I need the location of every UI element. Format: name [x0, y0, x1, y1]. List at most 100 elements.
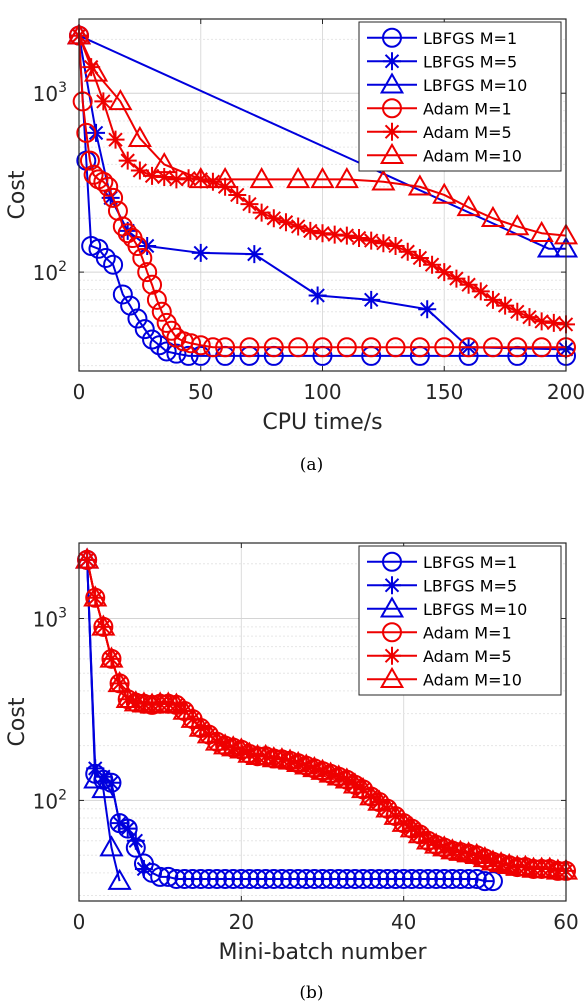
data-point	[289, 217, 308, 236]
data-point	[98, 176, 119, 197]
data-point	[249, 166, 274, 189]
data-point	[456, 195, 481, 217]
data-point	[112, 284, 133, 305]
legend-entry: LBFGS M=5	[367, 576, 517, 595]
data-point	[513, 854, 538, 876]
chart-panel-a: 0 50 100 150 200 102 103 CPU time/s Cost LBFGS M=…	[5, 18, 585, 435]
data-point	[450, 868, 471, 889]
data-point	[269, 747, 294, 769]
data-point	[263, 337, 284, 358]
data-point	[529, 220, 554, 242]
data-point	[344, 868, 365, 889]
data-point	[134, 319, 155, 340]
y-tick-label: 102	[33, 787, 67, 813]
legend-marker	[379, 72, 405, 94]
data-point	[190, 868, 211, 889]
data-point	[385, 337, 406, 358]
data-point	[325, 225, 344, 244]
data-point	[83, 60, 109, 82]
legend-marker	[379, 596, 405, 618]
data-point	[312, 868, 333, 889]
series-line	[78, 35, 567, 237]
data-point	[276, 213, 295, 232]
legend-entry: LBFGS M=1	[367, 551, 517, 572]
data-point	[82, 58, 101, 77]
data-point	[182, 868, 203, 889]
data-point	[198, 868, 219, 889]
legend-marker	[382, 551, 402, 572]
data-point	[458, 868, 479, 889]
data-point	[112, 216, 133, 237]
data-point	[544, 313, 563, 332]
data-point	[203, 172, 222, 191]
legend-entry: Adam M=5	[367, 646, 512, 666]
data-point	[508, 302, 527, 321]
data-point	[371, 169, 396, 191]
data-point	[337, 226, 356, 245]
data-point	[361, 868, 382, 889]
data-point	[158, 866, 179, 887]
data-point	[191, 243, 210, 262]
data-point	[107, 670, 132, 693]
y-axis-label: Cost	[5, 697, 30, 746]
data-point	[91, 614, 116, 636]
data-point	[156, 341, 177, 362]
x-tick-label: 200	[547, 380, 585, 404]
data-point	[134, 859, 153, 878]
data-point	[459, 275, 478, 294]
data-point	[301, 221, 320, 240]
data-point	[181, 333, 202, 354]
x-axis-label: Mini-batch number	[218, 940, 427, 965]
series-adam-m-10	[75, 547, 579, 880]
data-point	[99, 835, 124, 857]
data-point	[383, 803, 408, 825]
data-point	[99, 646, 124, 668]
data-point	[180, 706, 205, 728]
data-point	[432, 182, 457, 204]
data-point	[76, 122, 97, 143]
data-point	[288, 868, 309, 889]
data-point	[407, 174, 432, 196]
legend-label: LBFGS M=1	[423, 553, 517, 572]
data-point	[202, 337, 223, 358]
data-point	[156, 691, 181, 713]
data-point	[206, 868, 227, 889]
data-point	[79, 150, 100, 171]
data-point	[164, 692, 189, 714]
data-point	[308, 286, 327, 305]
data-point	[94, 767, 113, 786]
data-point	[95, 247, 116, 268]
data-point	[83, 767, 108, 789]
data-point	[496, 296, 515, 315]
data-point	[286, 166, 311, 189]
data-point	[142, 274, 163, 295]
data-point	[336, 337, 357, 358]
data-point	[108, 89, 133, 111]
legend-marker	[382, 622, 402, 643]
data-point	[418, 868, 439, 889]
data-point	[155, 168, 174, 187]
x-axis-label: CPU time/s	[262, 410, 382, 435]
legend-marker	[379, 666, 405, 689]
data-point	[418, 300, 437, 319]
data-point	[409, 868, 430, 889]
data-point	[377, 868, 398, 889]
y-axis-label: Cost	[5, 170, 30, 219]
data-point	[471, 282, 490, 301]
data-point	[167, 170, 186, 189]
data-point	[172, 698, 197, 720]
data-point	[106, 130, 125, 149]
data-point	[132, 247, 153, 268]
data-point	[215, 337, 236, 358]
legend: LBFGS M=1 LBFGS M=5 LBFGS M=10 Adam M=1 Adam…	[358, 545, 562, 696]
y-tick-label: 103	[33, 80, 67, 106]
data-point	[75, 547, 100, 569]
data-point	[320, 868, 341, 889]
legend-label: LBFGS M=5	[423, 576, 517, 595]
legend-marker	[379, 142, 405, 165]
chart-panel-b: 0 20 40 60 102 103 Mini-batch number Cost LBFGS …	[5, 542, 579, 965]
legend: LBFGS M=1 LBFGS M=5 LBFGS M=10 Adam M=1 Adam…	[358, 21, 562, 172]
data-point	[434, 868, 455, 889]
data-point	[312, 337, 333, 358]
data-point	[107, 868, 132, 890]
